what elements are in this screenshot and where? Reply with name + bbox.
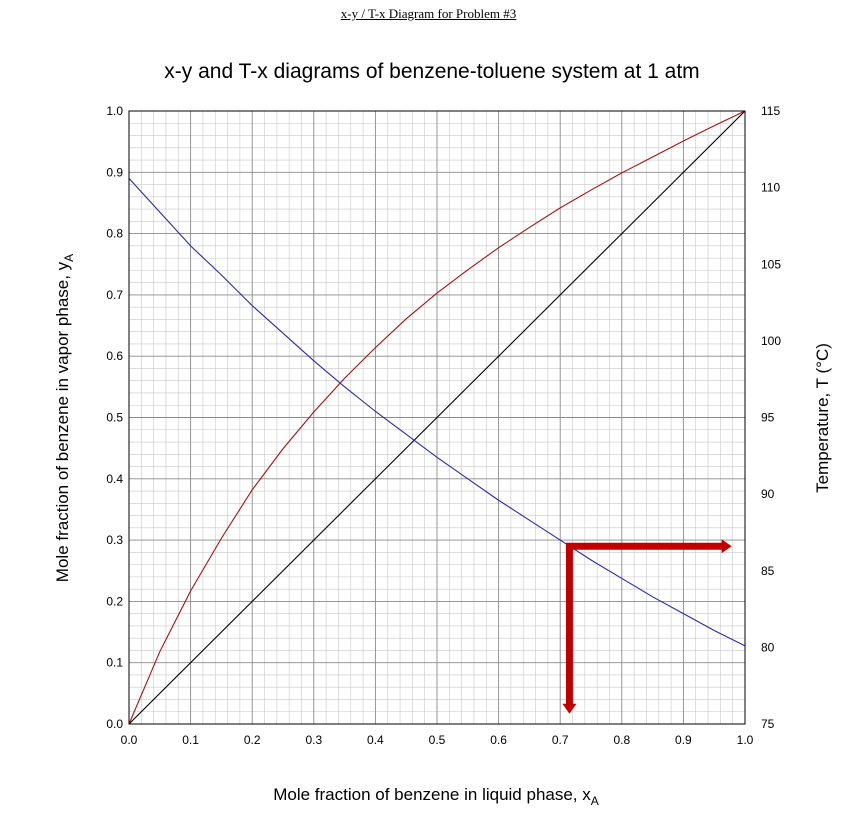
y-axis-label-subscript: A — [62, 254, 76, 262]
y2-tick-label: 110 — [761, 181, 780, 195]
diagonal-line — [128, 110, 746, 725]
x-tick-label: 0.2 — [244, 733, 261, 747]
x-axis-label: Mole fraction of benzene in liquid phase… — [273, 785, 599, 808]
y-tick-label: 0.2 — [106, 594, 123, 608]
x-tick-labels: 0.0 0.1 0.2 0.3 0.4 0.5 0.6 0.7 0.8 0.9 1.0 — [121, 733, 754, 747]
red-arrow-down-head — [562, 703, 577, 714]
y2-tick-label: 80 — [761, 640, 775, 654]
y2-tick-label: 85 — [761, 564, 775, 578]
x-tick-label: 0.0 — [121, 733, 138, 747]
y2-tick-label: 100 — [761, 334, 781, 348]
y2-tick-label: 95 — [761, 411, 775, 425]
y2-tick-label: 115 — [761, 104, 780, 118]
x-tick-label: 0.3 — [305, 733, 322, 747]
x-tick-label: 0.5 — [429, 733, 446, 747]
y-tick-label: 0.7 — [106, 288, 123, 302]
page-header: x-y / T-x Diagram for Problem #3 — [340, 6, 517, 21]
x-tick-label: 0.7 — [552, 733, 569, 747]
series-group — [128, 110, 746, 725]
x-tick-label: 0.4 — [367, 733, 384, 747]
y2-tick-labels: 75 80 85 90 95 100 105 110 115 — [761, 104, 781, 731]
y-tick-label: 0.6 — [106, 349, 123, 363]
x-tick-label: 0.6 — [490, 733, 507, 747]
plot-frame — [128, 110, 746, 725]
y2-tick-label: 75 — [761, 717, 775, 731]
x-axis-label-subscript: A — [591, 794, 599, 808]
y-axis-label-text: Mole fraction of benzene in vapor phase,… — [53, 261, 72, 582]
x-tick-label: 0.1 — [182, 733, 199, 747]
y2-axis-label: Temperature, T (°C) — [813, 343, 832, 493]
red-arrow-right-head — [721, 539, 732, 554]
y-tick-label: 0.9 — [106, 165, 123, 179]
temperature-curve — [128, 178, 746, 647]
y-axis-label: Mole fraction of benzene in vapor phase,… — [53, 254, 76, 582]
x-tick-label: 0.9 — [675, 733, 692, 747]
y-tick-label: 0.8 — [106, 227, 123, 241]
x-axis-label-text: Mole fraction of benzene in liquid phase… — [273, 785, 591, 804]
y-tick-labels: 0.0 0.1 0.2 0.3 0.4 0.5 0.6 0.7 0.8 0.9 1.0 — [106, 104, 123, 731]
y-tick-label: 0.5 — [106, 411, 123, 425]
y-tick-label: 0.1 — [106, 656, 123, 670]
y-tick-label: 0.3 — [106, 533, 123, 547]
annotations — [562, 539, 732, 714]
equilibrium-curve — [128, 110, 746, 725]
x-tick-label: 1.0 — [737, 733, 754, 747]
chart-title: x-y and T-x diagrams of benzene-toluene … — [164, 60, 699, 83]
y-tick-label: 0.0 — [106, 717, 123, 731]
y-tick-label: 1.0 — [106, 104, 123, 118]
y2-tick-label: 90 — [761, 487, 775, 501]
y2-tick-label: 105 — [761, 257, 781, 271]
x-tick-label: 0.8 — [613, 733, 630, 747]
y-tick-label: 0.4 — [106, 472, 123, 486]
